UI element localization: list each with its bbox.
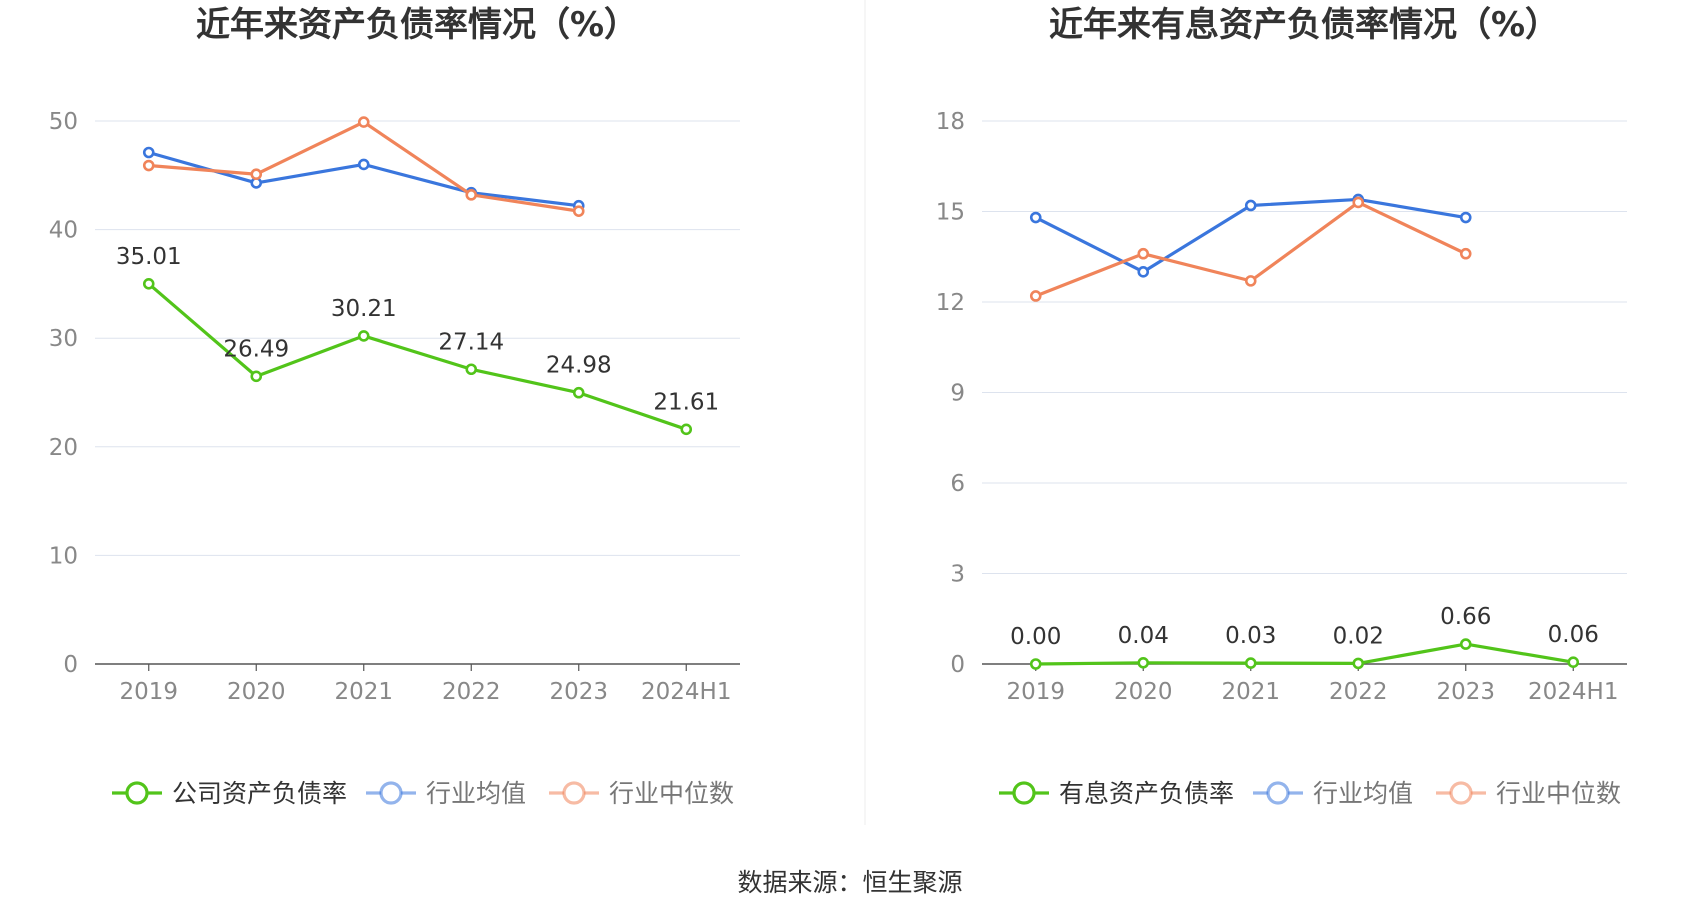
data-label: 26.49 xyxy=(223,336,289,362)
x-tick-label: 2021 xyxy=(1221,679,1280,705)
data-point xyxy=(1244,275,1257,287)
data-point xyxy=(572,386,585,399)
data-point xyxy=(1352,657,1365,670)
x-tick-label: 2023 xyxy=(1436,679,1495,705)
legend-label: 行业均值 xyxy=(426,779,526,808)
x-tick-label: 2019 xyxy=(1006,679,1065,705)
legend-label: 行业均值 xyxy=(1313,779,1413,808)
legend-marker xyxy=(562,781,586,805)
data-source-note: 数据来源：恒生聚源 xyxy=(737,868,962,897)
data-label: 0.03 xyxy=(1225,623,1276,649)
x-tick-label: 2020 xyxy=(227,679,286,705)
data-label: 21.61 xyxy=(653,389,719,415)
data-point xyxy=(1352,196,1365,209)
data-label: 0.00 xyxy=(1010,624,1061,650)
data-point xyxy=(250,168,263,181)
legend-marker xyxy=(379,781,403,805)
y-tick-label: 3 xyxy=(950,562,965,588)
data-label: 0.02 xyxy=(1333,623,1384,649)
legend-marker xyxy=(125,781,149,805)
y-tick-label: 6 xyxy=(950,471,965,497)
x-tick-label: 2020 xyxy=(1114,679,1173,705)
y-tick-label: 0 xyxy=(63,652,78,678)
data-point xyxy=(142,146,155,159)
chart-panel-2: 近年来有息资产负债率情况（%） 0 3 6 9 12 15 18 2019 2020 2021 202… xyxy=(936,5,1627,808)
data-point xyxy=(1137,656,1150,669)
data-label: 35.01 xyxy=(116,244,182,270)
x-tick-label: 2022 xyxy=(442,679,501,705)
chart-title: 近年来有息资产负债率情况（%） xyxy=(1049,5,1559,45)
data-point xyxy=(1029,290,1042,302)
data-point xyxy=(1029,658,1042,670)
data-point xyxy=(680,423,693,436)
data-point xyxy=(250,370,263,383)
chart-title: 近年来资产负债率情况（%） xyxy=(196,5,638,45)
y-tick-label: 0 xyxy=(950,652,965,678)
x-tick-label: 2019 xyxy=(119,679,178,705)
data-label: 0.66 xyxy=(1440,604,1491,630)
y-tick-label: 12 xyxy=(936,290,965,316)
data-label: 24.98 xyxy=(546,353,612,379)
chart-panel-1: 近年来资产负债率情况（%） 0 10 20 30 40 50 2019 2020 2021 2022… xyxy=(49,5,740,808)
data-point xyxy=(357,330,370,342)
data-point xyxy=(142,159,155,172)
data-point xyxy=(572,205,585,217)
legend-marker xyxy=(1012,781,1036,805)
y-tick-label: 20 xyxy=(49,435,78,461)
legend-label: 行业中位数 xyxy=(609,779,734,808)
x-tick-label: 2023 xyxy=(549,679,608,705)
data-point xyxy=(142,277,155,290)
legend-label: 行业中位数 xyxy=(1496,779,1621,808)
data-label: 0.04 xyxy=(1118,623,1169,649)
x-tick-label: 2024H1 xyxy=(1528,679,1618,705)
y-tick-label: 30 xyxy=(49,326,78,352)
data-point xyxy=(465,189,478,201)
data-point xyxy=(357,158,370,171)
y-tick-label: 50 xyxy=(49,109,78,135)
legend-marker xyxy=(1266,781,1290,805)
data-point xyxy=(1567,656,1580,668)
y-tick-label: 10 xyxy=(49,543,78,569)
series-line-1 xyxy=(147,282,687,431)
data-point xyxy=(1029,211,1042,224)
data-point xyxy=(357,116,370,128)
data-label: 0.06 xyxy=(1548,622,1599,648)
legend-label: 有息资产负债率 xyxy=(1059,779,1234,808)
series-line-1 xyxy=(1035,642,1574,666)
data-point xyxy=(465,363,478,376)
data-label: 27.14 xyxy=(438,329,504,355)
data-label: 30.21 xyxy=(331,296,397,322)
data-point xyxy=(1459,211,1472,224)
data-point xyxy=(1459,638,1472,650)
y-tick-label: 40 xyxy=(49,218,78,244)
legend-label: 公司资产负债率 xyxy=(172,779,347,808)
data-point xyxy=(1459,247,1472,260)
data-point xyxy=(1137,266,1150,278)
x-tick-label: 2024H1 xyxy=(641,679,731,705)
y-tick-label: 9 xyxy=(950,381,965,407)
data-point xyxy=(1244,199,1257,212)
x-tick-label: 2022 xyxy=(1329,679,1388,705)
data-point xyxy=(1137,247,1150,260)
y-tick-label: 15 xyxy=(936,200,965,226)
data-point xyxy=(1244,657,1257,669)
x-tick-label: 2021 xyxy=(334,679,393,705)
legend-marker xyxy=(1449,781,1473,805)
y-tick-label: 18 xyxy=(936,109,965,135)
